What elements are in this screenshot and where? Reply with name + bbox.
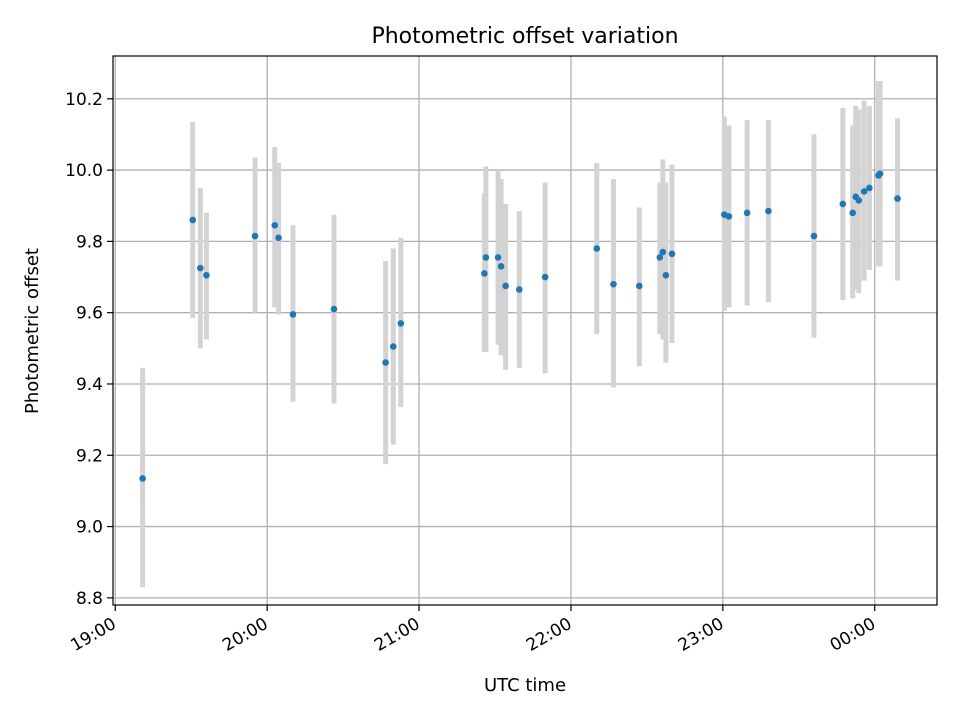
data-point [849, 209, 857, 217]
y-tick-label: 9.2 [76, 446, 103, 466]
data-point [203, 271, 210, 279]
data-point [397, 320, 405, 327]
data-point [197, 264, 204, 272]
data-point [497, 263, 505, 270]
y-tick-label: 9.0 [76, 518, 103, 538]
y-axis-ticks: 8.8 9.0 9.2 9.4 9.6 9.8 10.0 10.2 [65, 90, 113, 609]
data-point [860, 188, 868, 195]
data-point [330, 305, 338, 313]
data-point [271, 222, 279, 229]
data-point [139, 475, 146, 482]
y-axis-label: Photometric offset [22, 248, 43, 414]
data-point [668, 250, 676, 258]
data-point [289, 311, 297, 318]
y-tick-label: 10.0 [65, 161, 103, 181]
y-tick-label: 10.2 [65, 90, 103, 110]
data-point [189, 216, 197, 224]
data-point [482, 254, 490, 261]
data-point [389, 343, 397, 350]
data-point [839, 200, 847, 208]
data-point [810, 232, 818, 240]
data-point [382, 359, 389, 366]
data-point [662, 271, 670, 279]
chart-title: Photometric offset variation [371, 24, 678, 49]
x-axis-label: UTC time [484, 675, 566, 696]
data-point [593, 245, 601, 252]
data-point [866, 184, 873, 192]
data-point [725, 213, 733, 220]
data-point [610, 280, 617, 288]
data-point [494, 254, 502, 261]
data-point [659, 248, 667, 256]
y-tick-label: 8.8 [76, 589, 103, 609]
data-point [743, 209, 751, 217]
data-points [139, 170, 901, 482]
data-point [275, 234, 282, 242]
data-point [502, 282, 509, 290]
data-point [635, 282, 643, 290]
data-point [481, 270, 488, 277]
y-tick-label: 9.8 [76, 232, 103, 252]
y-tick-label: 9.6 [76, 304, 103, 324]
grid [113, 56, 937, 605]
data-point [855, 197, 863, 204]
data-point [541, 273, 549, 281]
plot-frame [112, 55, 938, 606]
y-tick-label: 9.4 [76, 375, 103, 395]
data-point [765, 207, 772, 215]
data-point [894, 195, 901, 202]
data-point [251, 232, 259, 240]
data-point [876, 170, 884, 177]
data-point [516, 286, 523, 293]
data-point [656, 254, 664, 261]
